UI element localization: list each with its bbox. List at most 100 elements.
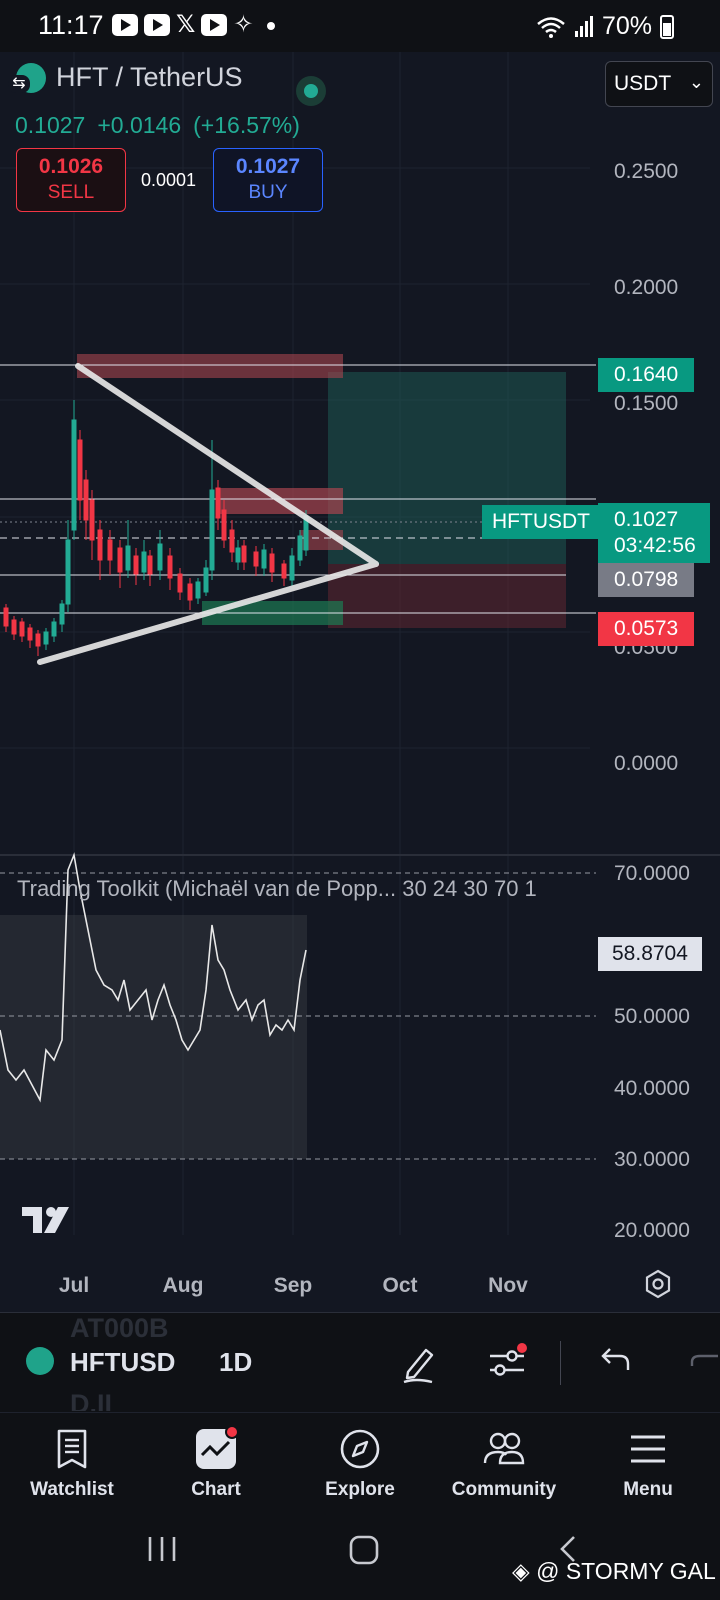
home-icon[interactable] (348, 1534, 380, 1566)
indicator-axis-label: 30.0000 (614, 1148, 690, 1171)
toolbar-interval[interactable]: 1D (219, 1347, 253, 1377)
notification-icons: 𝕏 ✧ (112, 11, 276, 38)
x-app-icon: 𝕏 (176, 11, 196, 38)
loss-zone[interactable] (328, 564, 566, 628)
chart-settings-icon[interactable] (645, 1269, 671, 1299)
nav-community[interactable]: Community (432, 1413, 576, 1513)
time-axis-label: Sep (274, 1274, 313, 1297)
toolbar-symbol[interactable]: HFTUSD (70, 1347, 176, 1377)
buy-label: BUY (248, 182, 288, 203)
currency-select[interactable]: USDT ⌄ (605, 61, 713, 107)
time-axis-label: Jul (59, 1274, 89, 1297)
candle-countdown: 03:42:56 (614, 534, 696, 557)
price-axis-label: 0.1500 (614, 392, 678, 415)
indicators-settings-icon[interactable] (484, 1338, 532, 1386)
scrolling-symbol-below: D.II (70, 1389, 113, 1411)
buy-button[interactable]: 0.1027 BUY (213, 148, 323, 212)
chevron-down-icon: ⌄ (688, 72, 704, 92)
sell-price: 0.1026 (38, 155, 104, 178)
price-change-pct: (+16.57%) (193, 112, 300, 138)
price-axis-label: 0.2000 (614, 276, 678, 299)
exchange-app-icon: ✧ (233, 11, 254, 38)
nav-label: Chart (191, 1479, 241, 1500)
bottom-navigation: Watchlist Chart Explore Community Me (0, 1412, 720, 1512)
status-bar: 11:17 𝕏 ✧ 70% (0, 0, 720, 52)
watermark-text: @ STORMY GAL (536, 1558, 716, 1584)
symbol-title[interactable]: HFT / TetherUS (56, 62, 243, 92)
time-axis-label: Oct (382, 1274, 417, 1297)
target-price-label[interactable]: 0.1640 (598, 358, 695, 392)
symbol-tag: HFTUSDT (482, 505, 600, 539)
nav-label: Community (451, 1479, 557, 1500)
time-axis[interactable]: Jul Aug Sep Oct Nov (59, 1274, 528, 1297)
toolbar-divider (560, 1341, 561, 1385)
nav-watchlist[interactable]: Watchlist (0, 1413, 144, 1513)
currency-value: USDT (614, 72, 672, 95)
binance-logo-icon: ◈ (512, 1558, 530, 1584)
chart-icon (196, 1427, 238, 1469)
grid (0, 52, 590, 1235)
buy-price: 0.1027 (235, 155, 301, 178)
nav-label: Menu (623, 1479, 673, 1500)
indicator-range-band (0, 915, 307, 1159)
drawing-tool-icon[interactable] (396, 1338, 444, 1386)
price-summary: 0.1027 +0.0146 (+16.57%) (15, 112, 300, 139)
redo-icon[interactable] (688, 1338, 720, 1386)
sell-button[interactable]: 0.1026 SELL (16, 148, 126, 212)
entry-price-label[interactable]: 0.0798 (598, 563, 695, 597)
menu-icon (631, 1435, 665, 1463)
price-change: +0.0146 (97, 112, 182, 138)
status-right: 70% (536, 12, 674, 41)
spread-value: 0.0001 (141, 170, 197, 190)
scrolling-symbol-above: AT000B (70, 1313, 169, 1343)
chart-toolbar: AT000B HFTUSD 1D D.II (0, 1312, 720, 1412)
status-time: 11:17 (38, 10, 104, 40)
chart-canvas[interactable]: 0.2500 0.2000 0.1500 0.0500 0.0000 70.00… (0, 52, 720, 1312)
market-open-icon[interactable] (296, 76, 326, 106)
indicator-axis-label: 40.0000 (614, 1077, 690, 1100)
price-axis-label: 0.0000 (614, 752, 678, 775)
price-axis-label: 0.2500 (614, 160, 678, 183)
youtube-icon (144, 14, 170, 36)
undo-icon[interactable] (590, 1338, 638, 1386)
symbol-header[interactable]: HFT / TetherUS (8, 62, 243, 93)
signal-icon (574, 15, 593, 37)
chart-area[interactable]: 0.2500 0.2000 0.1500 0.0500 0.0000 70.00… (0, 52, 720, 1312)
indicator-axis-label: 50.0000 (614, 1005, 690, 1028)
stop-price-label[interactable]: 0.0573 (598, 612, 695, 646)
hft-logo-icon (8, 62, 46, 93)
more-notifications-icon (267, 22, 276, 30)
time-axis-label: Nov (488, 1274, 528, 1297)
watermark: ◈ @ STORMY GAL (512, 1558, 716, 1585)
battery-percent: 70% (601, 12, 652, 40)
resistance-box-top[interactable] (77, 354, 343, 378)
back-icon[interactable] (556, 1534, 580, 1564)
candlesticks[interactable] (3, 400, 309, 656)
youtube-icon (201, 14, 228, 36)
indicator-axis-label: 70.0000 (614, 862, 690, 885)
recent-apps-icon[interactable] (146, 1534, 178, 1564)
indicator-axis-label: 20.0000 (614, 1219, 690, 1242)
time-axis-label: Aug (163, 1274, 204, 1297)
community-icon (483, 1432, 525, 1465)
youtube-icon (112, 14, 138, 36)
nav-chart[interactable]: Chart (144, 1413, 288, 1513)
nav-menu[interactable]: Menu (576, 1413, 720, 1513)
nav-label: Watchlist (30, 1479, 114, 1500)
price-axis[interactable]: 0.2500 0.2000 0.1500 0.0500 0.0000 70.00… (614, 160, 690, 1242)
tradingview-logo-icon (22, 1207, 69, 1233)
watchlist-icon (57, 1429, 87, 1469)
last-price: 0.1027 (15, 112, 86, 138)
indicator-line[interactable] (0, 852, 307, 1103)
current-price-badge[interactable]: 0.1027 03:42:56 (598, 503, 710, 563)
wifi-icon (537, 16, 565, 38)
nav-label: Explore (325, 1479, 395, 1500)
indicator-title[interactable]: Trading Toolkit (Michaël van de Popp... … (17, 876, 537, 901)
nav-explore[interactable]: Explore (288, 1413, 432, 1513)
indicator-value-label: 58.8704 (598, 937, 702, 971)
compass-icon (340, 1429, 380, 1469)
current-price: 0.1027 (614, 508, 679, 531)
triangle-pattern[interactable] (37, 363, 379, 665)
system-navigation (0, 1512, 720, 1600)
hft-logo-icon (26, 1347, 54, 1375)
